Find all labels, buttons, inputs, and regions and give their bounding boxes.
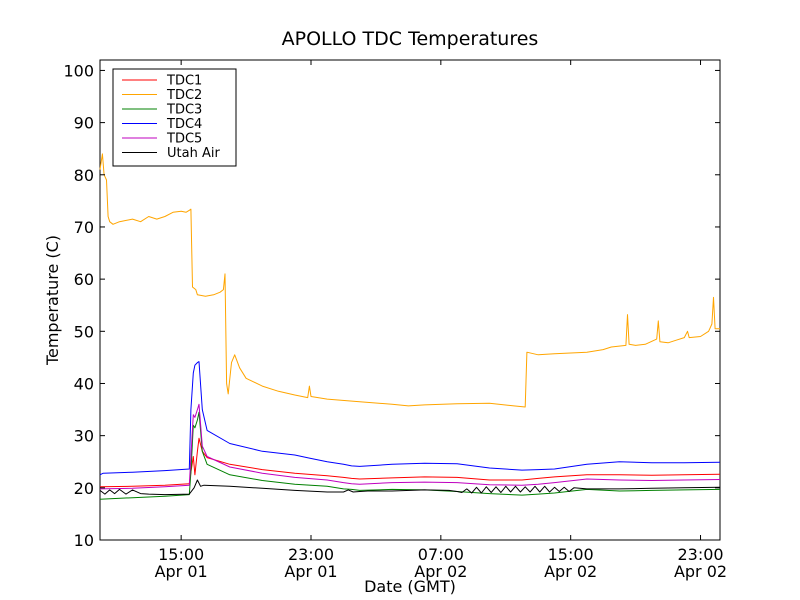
y-axis-label: Temperature (C) — [43, 235, 62, 366]
legend-label: Utah Air — [167, 146, 220, 161]
legend-label: TDC1 — [166, 74, 202, 89]
y-tick-label: 10 — [74, 531, 94, 550]
series-line-tdc1 — [99, 437, 721, 488]
x-tick-label-date: Apr 02 — [414, 562, 467, 581]
series-line-tdc4 — [99, 361, 721, 476]
y-tick-label: 100 — [63, 61, 94, 80]
legend-label: TDC5 — [166, 132, 202, 147]
legend-label: TDC3 — [166, 103, 202, 118]
y-tick-label: 20 — [74, 479, 94, 498]
y-tick-label: 90 — [74, 114, 94, 133]
series-line-tdc2 — [99, 153, 720, 408]
legend-box — [112, 68, 237, 167]
series-line-tdc5 — [99, 403, 721, 490]
legend-label: TDC4 — [166, 117, 202, 132]
x-axis-label: Date (GMT) — [364, 577, 456, 596]
x-tick-label-time: 23:00 — [677, 545, 723, 564]
x-tick-label-date: Apr 02 — [544, 562, 597, 581]
y-tick-label: 70 — [74, 218, 94, 237]
chart-title: APOLLO TDC Temperatures — [282, 28, 539, 50]
x-tick-label-time: 15:00 — [158, 545, 204, 564]
series-line-tdc3 — [99, 411, 721, 500]
y-tick-label: 50 — [74, 322, 94, 341]
y-tick-label: 40 — [74, 374, 94, 393]
plot-frame — [99, 59, 721, 541]
x-tick-label-date: Apr 02 — [674, 562, 727, 581]
y-tick-label: 80 — [74, 166, 94, 185]
x-tick-label-date: Apr 01 — [155, 562, 208, 581]
y-axis-ticks: 10 20 30 40 50 60 70 80 90 100 — [63, 61, 720, 550]
y-tick-label: 30 — [74, 427, 94, 446]
x-tick-label-time: 23:00 — [288, 545, 334, 564]
y-tick-label: 60 — [74, 270, 94, 289]
x-tick-label-time: 15:00 — [548, 545, 594, 564]
x-tick-label-date: Apr 01 — [284, 562, 337, 581]
series-line-utah-air — [99, 479, 721, 496]
legend-label: TDC2 — [166, 88, 202, 103]
x-tick-label-time: 07:00 — [418, 545, 464, 564]
series-layer — [99, 153, 721, 500]
